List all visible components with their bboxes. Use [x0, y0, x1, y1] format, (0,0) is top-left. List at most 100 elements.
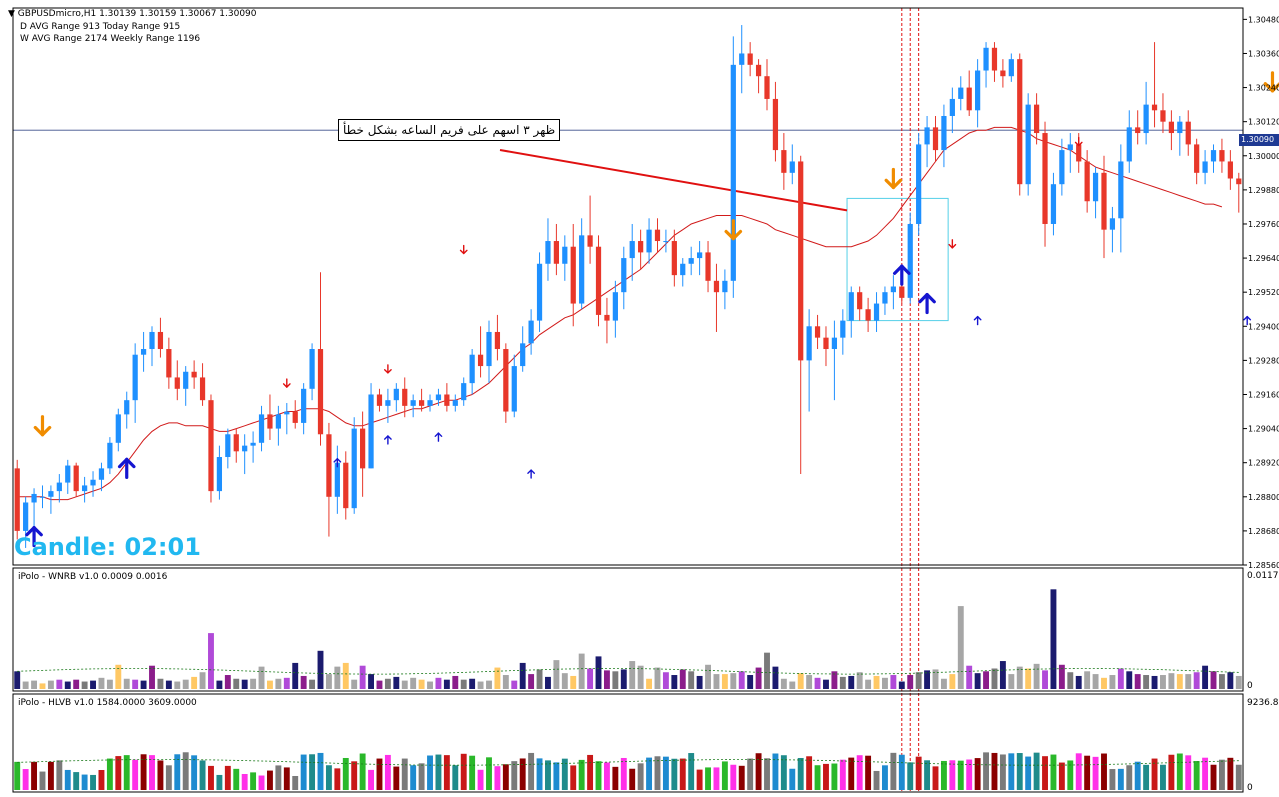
candle-bear: [671, 241, 677, 276]
candle-bull: [368, 394, 374, 469]
wnrb-bar: [873, 675, 880, 689]
signal-arrow-down-red: [383, 364, 392, 374]
wnrb-bar: [208, 633, 214, 689]
wnrb-bar: [890, 675, 897, 689]
hlvb-bar: [250, 772, 257, 790]
hlvb-bar: [730, 764, 737, 790]
candle-bull: [1067, 144, 1073, 151]
candle-bear: [638, 241, 644, 253]
hlvb-bar: [165, 765, 172, 790]
hlvb-bar: [174, 754, 181, 790]
hlvb-bar: [1050, 754, 1057, 790]
candle-bear: [402, 388, 408, 406]
wnrb-bar: [191, 676, 198, 689]
hlvb-bar: [561, 758, 568, 790]
candle-bear: [317, 349, 324, 435]
candle-bull: [739, 53, 745, 65]
signal-arrow-up-blue: [383, 435, 392, 445]
candle-bull: [688, 258, 694, 264]
candle-bear: [747, 53, 753, 65]
wnrb-bar: [1218, 674, 1225, 689]
wnrb-bar: [267, 680, 273, 689]
candle-bull: [225, 434, 231, 458]
hlvb-bar: [764, 758, 770, 790]
candle-bull: [183, 371, 189, 389]
wnrb-bar: [73, 679, 80, 689]
wnrb-bar: [823, 679, 829, 689]
candle-bull: [831, 337, 838, 350]
wnrb-bar: [1151, 675, 1158, 689]
hlvb-bar: [545, 760, 551, 790]
candle-bull: [840, 320, 846, 338]
candle-bear: [553, 241, 560, 264]
candle-bull: [545, 241, 551, 264]
candle-bear: [1033, 104, 1040, 134]
wnrb-bar: [772, 666, 779, 689]
hlvb-bar: [519, 758, 526, 790]
hlvb-bar: [443, 755, 450, 790]
wnrb-bar: [1176, 674, 1183, 689]
y-tick-label: 1.29400: [1248, 322, 1279, 331]
hlvb-bar: [452, 765, 459, 790]
candle-bull: [1177, 121, 1183, 134]
hlvb-bar: [81, 774, 88, 790]
hlvb-bar: [216, 774, 223, 790]
hlvb-bar: [814, 765, 821, 790]
wnrb-bar: [629, 661, 636, 689]
wnrb-bar: [1058, 664, 1065, 689]
wnrb-bar: [612, 671, 619, 689]
wnrb-bar: [882, 677, 888, 689]
wnrb-bar: [435, 677, 442, 689]
annotation-textbox[interactable]: ظهر ٣ اسهم على فريم الساعه بشكل خطأ: [338, 119, 561, 141]
wnrb-bar: [140, 680, 147, 689]
hlvb-bar: [123, 755, 130, 790]
candle-bull: [528, 320, 534, 344]
wnrb-bar: [1185, 674, 1192, 689]
dropdown-arrow-icon[interactable]: ▼: [8, 9, 18, 19]
candle-bear: [1017, 59, 1023, 185]
main-pane-frame: [12, 7, 1244, 566]
candle-bear: [755, 64, 762, 77]
hlvb-bar: [502, 764, 509, 790]
wnrb-bar: [351, 679, 358, 689]
candle-bear: [292, 411, 298, 423]
indicator2-axis-bottom: 0: [1247, 783, 1253, 793]
candle-bear: [595, 246, 602, 315]
wnrb-bar: [999, 661, 1006, 689]
candle-bull: [48, 491, 54, 497]
hlvb-bar: [957, 760, 964, 790]
wnrb-bar: [1134, 674, 1141, 689]
signal-arrow-up-blue: [1243, 315, 1252, 326]
hlvb-bar: [477, 769, 484, 790]
hlvb-bar: [898, 754, 905, 790]
hlvb-bar: [587, 754, 594, 790]
wnrb-bar: [486, 680, 492, 689]
wnrb-bar: [1235, 675, 1242, 689]
candle-bull: [81, 485, 88, 492]
indicator1-axis-top: 0.0117: [1247, 571, 1279, 581]
hlvb-bar: [679, 758, 686, 790]
candle-bull: [579, 235, 585, 304]
candle-bear: [1084, 161, 1090, 202]
hlvb-bar: [258, 775, 265, 790]
wnrb-bar: [115, 664, 122, 689]
candle-bull: [882, 292, 888, 304]
hlvb-bar: [671, 758, 678, 790]
candle-bear: [1194, 144, 1200, 173]
candle-bear: [713, 280, 720, 293]
arrow-head: [884, 178, 903, 190]
hlvb-bar: [1016, 753, 1023, 790]
candle-bear: [823, 337, 829, 350]
hlvb-bar: [646, 757, 653, 790]
wnrb-bar: [157, 678, 164, 689]
candle-bull: [461, 383, 467, 401]
wnrb-bar: [721, 674, 728, 689]
hlvb-bar: [1042, 756, 1048, 790]
hlvb-bar: [1227, 757, 1234, 790]
candle-bear: [1227, 161, 1233, 179]
hlvb-bar: [460, 753, 467, 790]
wnrb-bar: [460, 679, 467, 689]
wnrb-bar: [22, 681, 29, 689]
hlvb-bar: [1143, 764, 1150, 790]
